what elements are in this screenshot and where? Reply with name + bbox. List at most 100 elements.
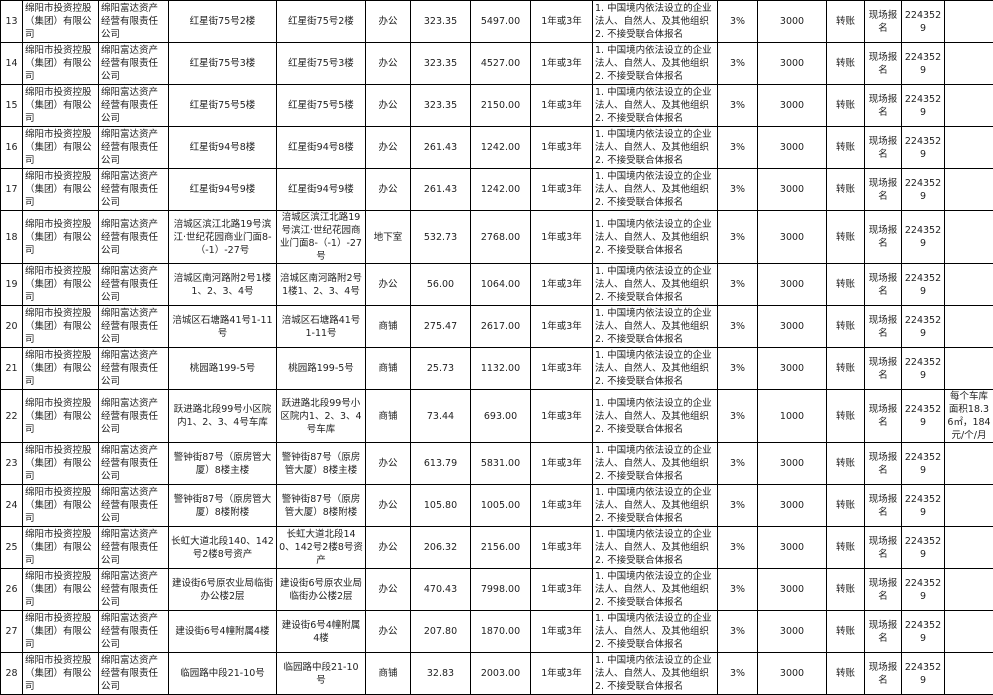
row-number: 23: [1, 443, 23, 485]
payment-cell: 转账: [827, 127, 865, 169]
use-cell: 办公: [366, 1, 411, 43]
operator-cell: 绵阳富达资产经营有限责任公司: [99, 611, 169, 653]
requirement-line: 1. 中国境内依法设立的企业法人、自然人、及其他组织: [595, 265, 715, 291]
rate-cell: 3%: [718, 264, 758, 306]
payment-cell: 转账: [827, 390, 865, 443]
address-alt-cell: 建设街6号原农业局临街办公楼2层: [277, 569, 366, 611]
note-cell: [945, 485, 993, 527]
note-cell: [945, 611, 993, 653]
address-cell: 红星街94号8楼: [169, 127, 277, 169]
owner-cell: 绵阳市投资控股（集团）有限公司: [23, 390, 99, 443]
price-cell: 2156.00: [471, 527, 531, 569]
phone-cell: 2243529: [902, 85, 945, 127]
requirement-line: 1. 中国境内依法设立的企业法人、自然人、及其他组织: [595, 528, 715, 554]
term-cell: 1年或3年: [531, 169, 593, 211]
payment-cell: 转账: [827, 527, 865, 569]
payment-cell: 转账: [827, 569, 865, 611]
deposit-cell: 3000: [758, 348, 827, 390]
term-cell: 1年或3年: [531, 348, 593, 390]
price-cell: 1064.00: [471, 264, 531, 306]
deposit-cell: 3000: [758, 306, 827, 348]
term-cell: 1年或3年: [531, 43, 593, 85]
use-cell: 办公: [366, 43, 411, 85]
deposit-cell: 3000: [758, 443, 827, 485]
price-cell: 5831.00: [471, 443, 531, 485]
row-number: 28: [1, 653, 23, 695]
operator-cell: 绵阳富达资产经营有限责任公司: [99, 443, 169, 485]
price-cell: 1242.00: [471, 169, 531, 211]
requirement-line: 2. 不接受联合体报名: [595, 680, 715, 693]
owner-cell: 绵阳市投资控股（集团）有限公司: [23, 443, 99, 485]
requirement-line: 1. 中国境内依法设立的企业法人、自然人、及其他组织: [595, 2, 715, 28]
owner-cell: 绵阳市投资控股（集团）有限公司: [23, 43, 99, 85]
phone-cell: 2243529: [902, 169, 945, 211]
address-cell: 警钟街87号（原房管大厦）8楼附楼: [169, 485, 277, 527]
signup-cell: 现场报名: [865, 527, 902, 569]
rate-cell: 3%: [718, 169, 758, 211]
signup-cell: 现场报名: [865, 169, 902, 211]
term-cell: 1年或3年: [531, 127, 593, 169]
note-cell: 每个车库面积18.36㎡，184元/个/月: [945, 390, 993, 443]
phone-cell: 2243529: [902, 306, 945, 348]
use-cell: 办公: [366, 527, 411, 569]
row-number: 25: [1, 527, 23, 569]
area-cell: 56.00: [411, 264, 471, 306]
signup-cell: 现场报名: [865, 85, 902, 127]
address-alt-cell: 建设街6号4幢附属4楼: [277, 611, 366, 653]
requirement-line: 1. 中国境内依法设立的企业法人、自然人、及其他组织: [595, 218, 715, 244]
deposit-cell: 3000: [758, 211, 827, 264]
deposit-cell: 3000: [758, 1, 827, 43]
operator-cell: 绵阳富达资产经营有限责任公司: [99, 485, 169, 527]
requirement-line: 2. 不接受联合体报名: [595, 28, 715, 41]
operator-cell: 绵阳富达资产经营有限责任公司: [99, 43, 169, 85]
payment-cell: 转账: [827, 611, 865, 653]
note-cell: [945, 169, 993, 211]
address-cell: 桃园路199-5号: [169, 348, 277, 390]
use-cell: 地下室: [366, 211, 411, 264]
address-alt-cell: 涪城区滨江北路19号滨江·世纪花园商业门面8-（-1）-27号: [277, 211, 366, 264]
deposit-cell: 3000: [758, 169, 827, 211]
requirement-line: 2. 不接受联合体报名: [595, 638, 715, 651]
owner-cell: 绵阳市投资控股（集团）有限公司: [23, 127, 99, 169]
area-cell: 73.44: [411, 390, 471, 443]
price-cell: 1870.00: [471, 611, 531, 653]
requirement-line: 2. 不接受联合体报名: [595, 291, 715, 304]
payment-cell: 转账: [827, 485, 865, 527]
deposit-cell: 3000: [758, 264, 827, 306]
phone-cell: 2243529: [902, 485, 945, 527]
signup-cell: 现场报名: [865, 390, 902, 443]
operator-cell: 绵阳富达资产经营有限责任公司: [99, 1, 169, 43]
area-cell: 261.43: [411, 127, 471, 169]
row-number: 24: [1, 485, 23, 527]
deposit-cell: 3000: [758, 85, 827, 127]
area-cell: 470.43: [411, 569, 471, 611]
operator-cell: 绵阳富达资产经营有限责任公司: [99, 264, 169, 306]
payment-cell: 转账: [827, 306, 865, 348]
term-cell: 1年或3年: [531, 306, 593, 348]
use-cell: 办公: [366, 443, 411, 485]
owner-cell: 绵阳市投资控股（集团）有限公司: [23, 527, 99, 569]
signup-cell: 现场报名: [865, 306, 902, 348]
note-cell: [945, 306, 993, 348]
address-alt-cell: 红星街75号5楼: [277, 85, 366, 127]
payment-cell: 转账: [827, 443, 865, 485]
area-cell: 613.79: [411, 443, 471, 485]
note-cell: [945, 653, 993, 695]
operator-cell: 绵阳富达资产经营有限责任公司: [99, 390, 169, 443]
requirement-line: 2. 不接受联合体报名: [595, 333, 715, 346]
address-alt-cell: 警钟街87号（原房管大厦）8楼主楼: [277, 443, 366, 485]
use-cell: 办公: [366, 569, 411, 611]
use-cell: 办公: [366, 264, 411, 306]
note-cell: [945, 443, 993, 485]
address-cell: 长虹大道北段140、142号2楼8号资产: [169, 527, 277, 569]
term-cell: 1年或3年: [531, 264, 593, 306]
